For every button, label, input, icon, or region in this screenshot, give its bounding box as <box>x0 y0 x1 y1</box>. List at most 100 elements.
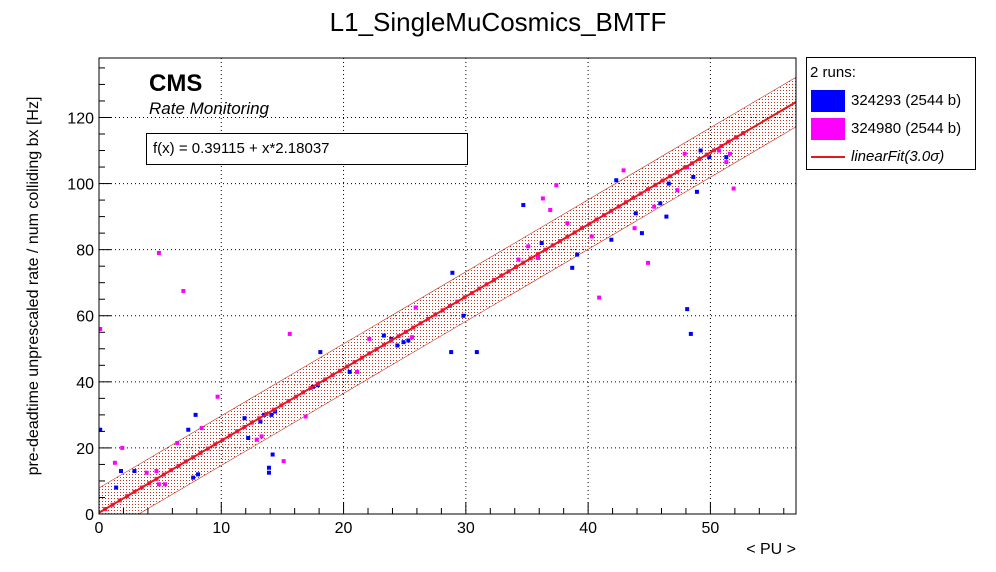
point-run-324980 <box>254 437 259 442</box>
y-tick-label: 60 <box>76 309 94 326</box>
point-run-324293 <box>707 155 712 160</box>
x-axis-label: < PU > <box>746 541 796 558</box>
point-run-324293 <box>666 181 671 186</box>
legend: 2 runs: 324293 (2544 b) 324980 (2544 b) … <box>806 57 976 170</box>
point-run-324293 <box>461 313 466 318</box>
y-tick-label: 80 <box>76 243 94 260</box>
point-run-324293 <box>449 350 454 355</box>
point-run-324293 <box>539 241 544 246</box>
point-run-324293 <box>193 412 198 417</box>
point-run-324293 <box>318 350 323 355</box>
point-run-324980 <box>175 440 180 445</box>
point-run-324293 <box>575 252 580 257</box>
point-run-324293 <box>381 333 386 338</box>
point-run-324293 <box>633 211 638 216</box>
legend-label: linearFit(3.0σ) <box>851 148 945 165</box>
x-tick-label: 50 <box>702 520 720 537</box>
point-run-324980 <box>154 469 159 474</box>
point-run-324980 <box>526 244 531 249</box>
legend-header: 2 runs: <box>810 64 856 81</box>
y-tick-label: 0 <box>85 507 94 524</box>
plot-frame <box>98 57 797 515</box>
legend-label: 324980 (2544 b) <box>851 120 962 137</box>
x-tick-label: 20 <box>335 520 353 537</box>
fit-line <box>99 101 796 514</box>
point-run-324980 <box>99 326 103 331</box>
point-run-324980 <box>632 226 637 231</box>
fit-band-upper-edge <box>99 76 796 489</box>
legend-entry-324293: 324293 (2544 b) <box>811 90 976 114</box>
point-run-324980 <box>675 188 680 193</box>
point-run-324980 <box>410 335 415 340</box>
cms-sublabel: Rate Monitoring <box>149 99 270 118</box>
y-axis-label: pre-deadtime unprescaled rate / num coll… <box>25 97 42 476</box>
point-run-324293 <box>521 203 526 208</box>
point-run-324293 <box>246 436 251 440</box>
point-run-324293 <box>694 189 699 194</box>
point-run-324980 <box>727 151 732 156</box>
legend-swatch-blue <box>811 90 845 112</box>
point-run-324293 <box>132 469 137 474</box>
point-run-324980 <box>281 459 286 464</box>
fit-band-lower-edge <box>138 126 796 514</box>
legend-entry-fit: linearFit(3.0σ) <box>811 146 976 170</box>
point-run-324980 <box>199 426 204 431</box>
point-run-324980 <box>156 482 161 487</box>
point-run-324293 <box>639 231 644 236</box>
point-run-324980 <box>413 305 418 310</box>
legend-line-red <box>811 156 845 158</box>
fit-uncertainty-band <box>99 77 796 514</box>
point-run-324293 <box>698 148 703 153</box>
point-run-324980 <box>355 369 360 374</box>
point-run-324293 <box>269 412 274 417</box>
point-run-324293 <box>688 331 693 336</box>
fit-equation: f(x) = 0.39115 + x*2.18037 <box>153 140 330 157</box>
point-run-324980 <box>144 470 149 475</box>
point-run-324293 <box>406 338 411 343</box>
point-run-324293 <box>691 174 696 179</box>
point-run-324980 <box>120 445 125 450</box>
point-run-324980 <box>597 295 602 300</box>
point-run-324980 <box>156 250 161 255</box>
point-run-324980 <box>163 482 168 487</box>
point-run-324293 <box>664 214 669 219</box>
cms-label: CMS <box>149 70 202 97</box>
y-tick-label: 20 <box>76 441 94 458</box>
point-run-324293 <box>724 155 729 160</box>
point-run-324980 <box>731 186 736 191</box>
point-run-324293 <box>119 469 124 474</box>
point-run-324980 <box>259 434 264 439</box>
point-run-324980 <box>682 151 687 156</box>
fit-line-group <box>99 101 796 514</box>
point-run-324293 <box>114 485 119 490</box>
point-run-324980 <box>548 208 553 212</box>
point-run-324980 <box>621 168 626 173</box>
point-run-324293 <box>658 201 663 206</box>
legend-label: 324293 (2544 b) <box>851 92 962 109</box>
axis-ticks: 0 10 20 30 40 50 0 20 40 60 80 100 120 <box>67 67 785 537</box>
point-run-324293 <box>191 475 196 480</box>
point-run-324293 <box>450 270 455 275</box>
point-run-324980 <box>716 148 721 153</box>
point-run-324293 <box>270 452 275 457</box>
point-run-324980 <box>565 221 570 226</box>
point-run-324293 <box>258 419 263 424</box>
point-run-324980 <box>112 460 117 465</box>
point-run-324293 <box>570 265 575 270</box>
x-tick-label: 0 <box>95 520 104 537</box>
point-run-324980 <box>652 204 657 209</box>
point-run-324293 <box>685 307 690 312</box>
x-tick-label: 40 <box>579 520 597 537</box>
point-run-324293 <box>99 427 103 432</box>
point-run-324293 <box>347 369 352 374</box>
point-run-324980 <box>724 160 729 165</box>
point-run-324980 <box>540 196 545 201</box>
point-run-324980 <box>181 288 186 293</box>
point-run-324980 <box>589 234 594 239</box>
point-run-324293 <box>609 237 614 242</box>
point-run-324293 <box>266 470 271 475</box>
point-run-324293 <box>395 343 400 348</box>
point-run-324293 <box>186 427 191 432</box>
fit-equation-box: f(x) = 0.39115 + x*2.18037 <box>146 133 468 165</box>
